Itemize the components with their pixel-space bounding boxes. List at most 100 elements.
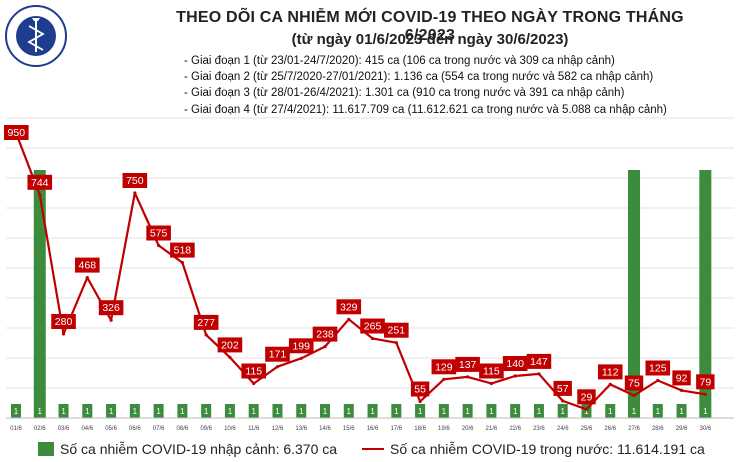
phase-1-line: - Giai đoạn 1 (từ 23/01-24/7/2020): 415 … — [184, 55, 615, 67]
legend-line-swatch — [362, 448, 384, 450]
x-tick-label: 09/6 — [200, 426, 212, 432]
phase-3-line: - Giai đoạn 3 (từ 28/01-26/4/2021): 1.30… — [184, 87, 625, 100]
line-value-label: 147 — [530, 356, 548, 368]
bar — [438, 404, 449, 418]
x-tick-label: 19/6 — [438, 426, 450, 432]
line-point — [537, 372, 541, 376]
bar — [510, 404, 521, 418]
line-point — [228, 355, 232, 359]
x-tick-label: 01/6 — [10, 426, 22, 432]
line-point — [442, 377, 446, 381]
x-tick-label: 02/6 — [34, 426, 46, 432]
bar — [58, 404, 69, 418]
line-value-label: 115 — [245, 366, 262, 378]
bar-value-label: 1 — [632, 407, 637, 416]
line-value-label: 125 — [649, 363, 667, 375]
line-value-box — [75, 257, 100, 273]
line-value-box — [624, 375, 644, 391]
bar — [557, 404, 568, 418]
line-value-label: 55 — [414, 384, 426, 396]
line-value-box — [502, 356, 528, 371]
line-point — [489, 381, 493, 386]
bar-value-label: 1 — [85, 407, 90, 416]
line-value-box — [410, 381, 430, 397]
line-point — [204, 333, 208, 337]
bar-value-label: 1 — [156, 407, 161, 416]
line-value-box — [696, 374, 715, 390]
bar-value-label: 1 — [608, 407, 613, 416]
bar — [320, 404, 331, 418]
line-point — [109, 318, 113, 322]
x-tick-label: 06/6 — [129, 426, 141, 432]
line-value-label: 251 — [388, 325, 406, 337]
x-tick-label: 11/6 — [248, 426, 260, 432]
line-point — [370, 336, 375, 341]
line-value-label: 140 — [506, 358, 524, 370]
line-value-label: 92 — [676, 372, 688, 384]
line-point — [632, 393, 636, 398]
line-point — [38, 193, 42, 197]
line-point — [513, 374, 517, 378]
x-tick-label: 24/6 — [557, 426, 569, 432]
x-tick-label: 30/6 — [699, 426, 711, 432]
line-point — [608, 382, 612, 386]
line-point — [133, 191, 137, 195]
bar-value-label: 1 — [537, 407, 542, 416]
legend-line-label: Số ca nhiễm COVID-19 trong nước: 11.614.… — [390, 441, 705, 457]
x-tick-label: 05/6 — [105, 426, 117, 432]
x-tick-label: 12/6 — [272, 426, 284, 432]
bar-value-label: 1 — [38, 407, 43, 416]
line-value-label: 29 — [581, 391, 593, 403]
line-value-label: 468 — [79, 260, 97, 272]
bar-value-label: 1 — [418, 407, 423, 416]
line-value-label: 575 — [150, 228, 168, 240]
line-value-box — [553, 380, 572, 396]
x-tick-label: 04/6 — [81, 426, 93, 432]
line-value-box — [122, 173, 148, 188]
x-tick-label: 15/6 — [343, 426, 355, 432]
bar-value-label: 1 — [370, 407, 375, 416]
bar-value-label: 1 — [584, 407, 589, 416]
bar-value-label: 1 — [513, 407, 518, 416]
bar-value-label: 1 — [679, 407, 684, 416]
bar — [415, 404, 426, 418]
line-value-box — [526, 353, 552, 369]
line-value-box — [288, 338, 314, 354]
x-tick-label: 21/6 — [486, 426, 498, 432]
bar — [462, 404, 473, 418]
line-point — [584, 407, 589, 411]
bar-value-label: 1 — [251, 407, 256, 416]
line-point — [394, 341, 398, 345]
x-tick-label: 28/6 — [652, 426, 664, 432]
bar — [652, 404, 663, 418]
bar-value-label: 1 — [133, 407, 138, 416]
legend-line-item: Số ca nhiễm COVID-19 trong nước: 11.614.… — [362, 441, 705, 457]
bar — [82, 404, 93, 418]
line-value-box — [312, 326, 338, 342]
line-point — [323, 345, 327, 349]
bar — [581, 404, 592, 418]
phase-summary: - Giai đoạn 1 (từ 23/01-24/7/2020): 415 … — [184, 53, 667, 118]
x-tick-label: 29/6 — [676, 426, 688, 432]
line-value-label: 202 — [221, 339, 239, 351]
legend-bar-swatch — [38, 442, 54, 456]
phase-4-line: - Giai đoạn 4 (từ 27/4/2021): 11.617.709… — [184, 103, 667, 116]
line-point — [85, 276, 89, 280]
line-value-box — [360, 318, 385, 334]
line-point — [466, 375, 470, 379]
bar — [129, 404, 140, 418]
bar — [177, 404, 188, 418]
line-point — [252, 381, 256, 386]
line-value-box — [241, 363, 266, 379]
line-value-label: 75 — [628, 378, 640, 390]
bar — [272, 404, 283, 418]
line-value-label: 129 — [435, 361, 453, 373]
line-point — [561, 399, 565, 403]
x-tick-label: 16/6 — [367, 426, 379, 432]
bar-value-label: 1 — [489, 407, 494, 416]
line-value-label: 171 — [269, 349, 287, 361]
line-value-label: 238 — [316, 329, 334, 341]
line-point — [14, 131, 18, 135]
line-point — [703, 392, 707, 396]
bar — [367, 404, 378, 418]
